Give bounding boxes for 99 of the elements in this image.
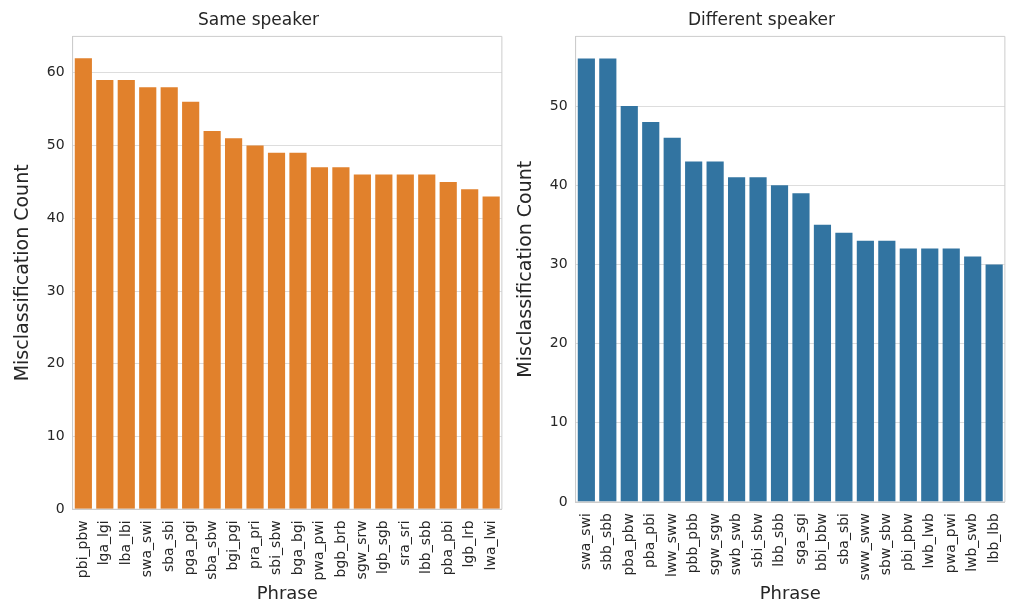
y-tick-label: 10 — [46, 427, 65, 444]
bar — [620, 106, 638, 502]
bar — [685, 161, 703, 502]
x-tick-label: pba_pbw — [619, 513, 636, 576]
bar — [985, 264, 1003, 502]
x-tick-label: lgb_sgb — [374, 520, 391, 574]
x-tick-label: lwb_swb — [963, 512, 980, 572]
y-tick-label: 30 — [46, 281, 65, 298]
bar — [289, 152, 307, 509]
x-tick-label: pwa_pwi — [941, 513, 958, 574]
y-tick-label: 60 — [46, 63, 65, 80]
x-tick-label: sra_sri — [395, 520, 412, 566]
y-tick-label: 0 — [55, 499, 65, 516]
x-tick-label: pbi_pbw — [898, 513, 915, 571]
chart-title: Same speaker — [198, 8, 319, 29]
y-tick-label: 0 — [558, 492, 568, 509]
y-tick-label: 50 — [46, 136, 65, 153]
x-tick-label: lbb_sbb — [417, 520, 434, 574]
bar — [899, 248, 917, 502]
x-tick-label: pwa_pwi — [310, 520, 327, 581]
x-tick-label: pbb_pbb — [684, 512, 701, 574]
bar — [663, 137, 681, 502]
x-tick-label: pra_pri — [245, 520, 262, 570]
bar — [96, 80, 114, 509]
bar — [418, 174, 436, 509]
bar — [770, 185, 789, 502]
x-tick-label: sbi_sbw — [748, 513, 765, 568]
y-tick-label: 20 — [46, 354, 65, 371]
x-tick-label: sgw_srw — [353, 520, 370, 580]
x-axis-title: Phrase — [256, 581, 318, 603]
x-tick-label: lwa_lwi — [481, 520, 498, 571]
bar — [792, 193, 810, 502]
bar — [749, 177, 767, 502]
x-tick-label: lba_lbi — [116, 520, 133, 566]
x-tick-label: lga_lgi — [95, 520, 112, 566]
x-tick-label: sbi_sbw — [267, 520, 284, 575]
bar — [396, 174, 414, 509]
y-tick-label: 20 — [549, 334, 568, 351]
bar — [267, 152, 286, 509]
bar — [856, 240, 874, 502]
x-tick-label: pba_pbi — [438, 520, 455, 576]
x-tick-label: sww_sww — [856, 513, 873, 581]
bar — [461, 189, 479, 509]
bar — [310, 167, 329, 509]
bar — [139, 87, 157, 509]
bar — [835, 232, 853, 502]
bar — [964, 256, 982, 502]
x-tick-label: bgi_pgi — [224, 520, 241, 571]
x-tick-label: pba_pbi — [641, 513, 658, 569]
x-tick-label: sba_sbi — [159, 520, 176, 573]
y-tick-label: 30 — [549, 255, 568, 272]
x-tick-label: lww_sww — [662, 513, 679, 577]
x-tick-label: bga_bgi — [288, 520, 305, 576]
bar — [642, 121, 660, 502]
bar — [160, 87, 178, 509]
x-tick-label: pga_pgi — [181, 520, 198, 576]
bar — [117, 80, 135, 509]
x-tick-label: swa_swi — [576, 513, 593, 570]
bar — [353, 174, 371, 509]
x-tick-label: sgw_sgw — [705, 513, 722, 576]
y-tick-label: 40 — [549, 175, 568, 192]
x-axis-title: Phrase — [759, 581, 821, 603]
bar — [74, 58, 92, 509]
x-tick-label: pbi_pbw — [73, 520, 90, 579]
bar — [599, 58, 617, 502]
x-tick-label: lgb_lrb — [460, 520, 477, 568]
bar — [225, 138, 243, 509]
y-axis-title: Misclassification Count — [513, 160, 536, 378]
x-tick-label: lwb_lwb — [920, 512, 937, 569]
bar — [813, 224, 832, 502]
x-tick-label: bbi_bbw — [813, 513, 830, 571]
y-axis-title: Misclassification Count — [10, 164, 33, 382]
y-tick-label: 10 — [549, 413, 568, 430]
bar — [728, 177, 746, 502]
bar — [375, 174, 393, 509]
x-tick-label: sbb_sbb — [598, 512, 615, 571]
bar — [246, 145, 264, 509]
x-tick-label: swb_swb — [727, 512, 744, 576]
bar — [706, 161, 724, 502]
x-tick-label: sga_sgi — [791, 513, 808, 565]
x-tick-label: swa_swi — [138, 520, 155, 578]
bar — [921, 248, 939, 502]
bar — [878, 240, 896, 502]
y-tick-label: 50 — [549, 96, 568, 113]
bar — [332, 167, 350, 509]
x-tick-label: sba_sbi — [834, 513, 851, 565]
x-tick-label: lbb_lbb — [984, 512, 1001, 564]
bar — [577, 58, 595, 502]
bar — [482, 196, 500, 509]
x-tick-label: sbw_sbw — [877, 513, 894, 576]
bar — [439, 181, 457, 509]
y-tick-label: 40 — [46, 208, 65, 225]
bar — [182, 101, 200, 509]
x-tick-label: sba_sbw — [202, 520, 219, 580]
x-tick-label: bgb_brb — [331, 520, 348, 578]
bar — [942, 248, 960, 502]
chart-title: Different speaker — [687, 8, 836, 29]
x-tick-label: lbb_sbb — [770, 512, 787, 567]
bar — [203, 130, 221, 509]
